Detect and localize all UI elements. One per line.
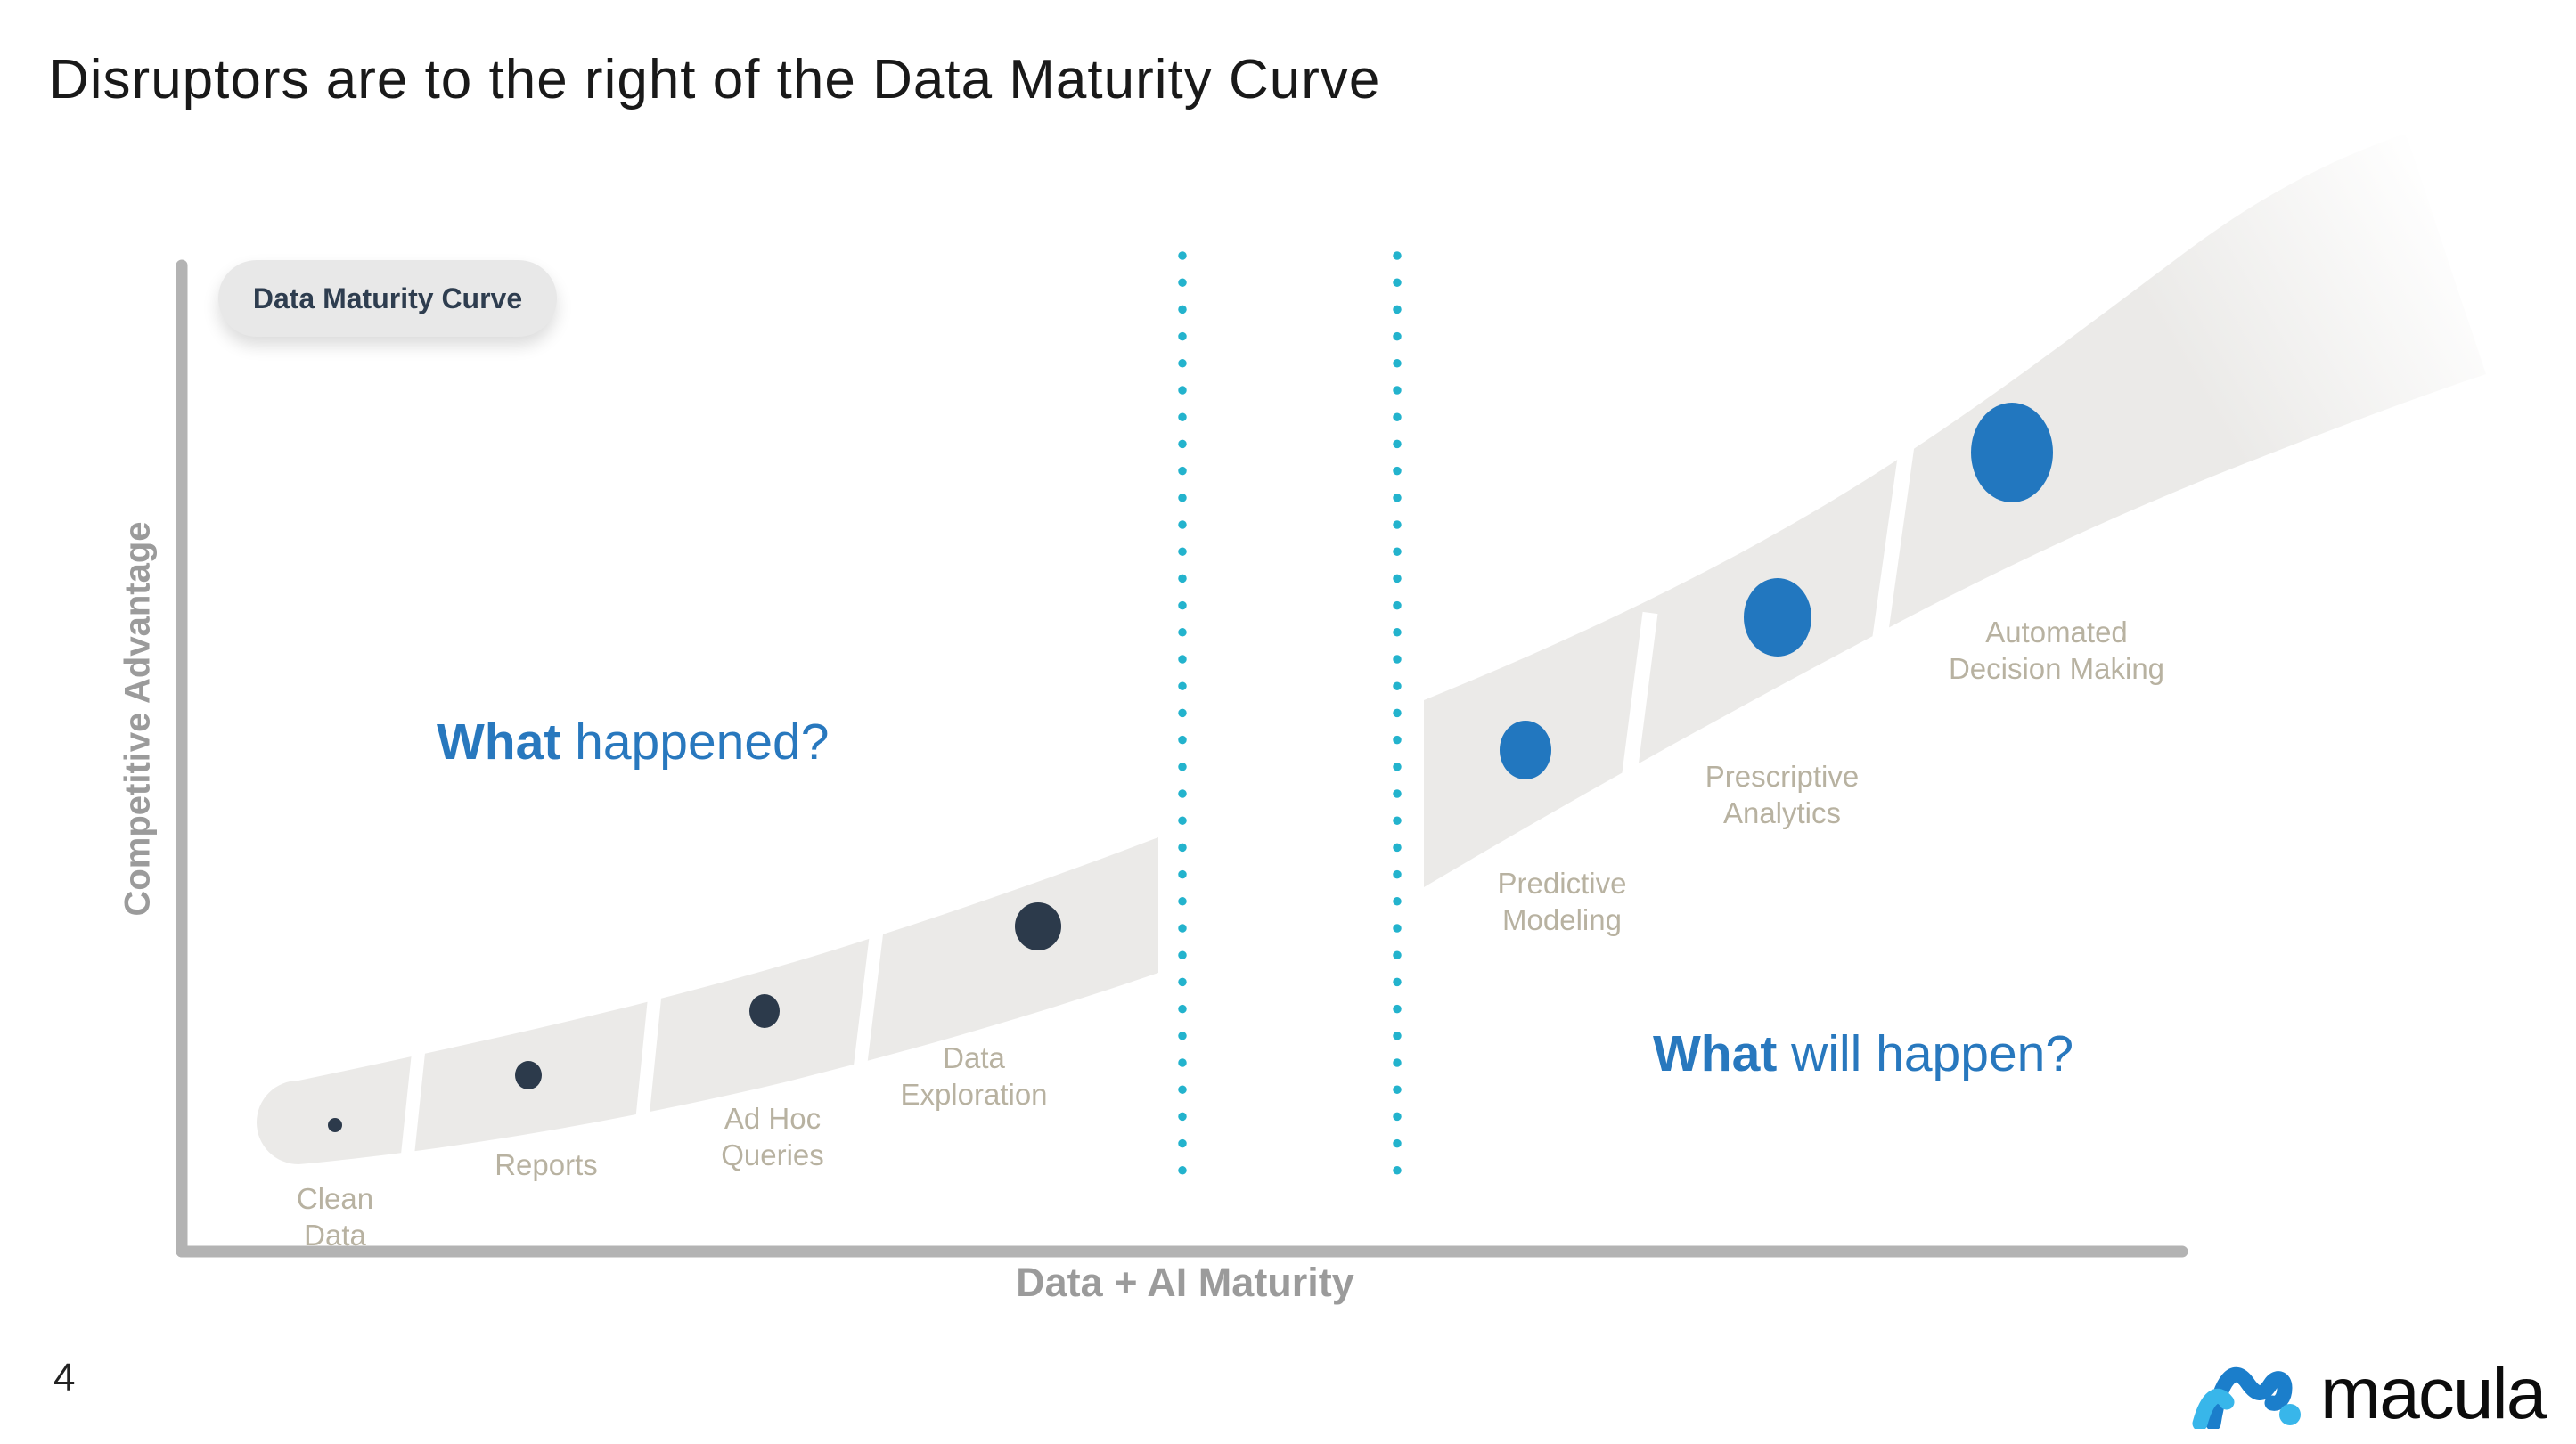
annotation-what-will-happen-bold: What <box>1653 1025 1778 1082</box>
x-axis-label: Data + AI Maturity <box>1016 1260 1354 1305</box>
dot-clean-data <box>328 1118 342 1132</box>
dot-ad-hoc-queries <box>749 994 780 1028</box>
macula-logo-mark-icon <box>2192 1366 2301 1429</box>
y-axis-label: Competitive Advantage <box>118 521 158 917</box>
dot-automated-decision-making <box>1971 403 2053 502</box>
maturity-band-left <box>257 837 1158 1164</box>
stage-label-automated-decision-making: Automated Decision Making <box>1948 616 2165 685</box>
macula-logo-text: macula <box>2320 1353 2547 1435</box>
dot-predictive-modeling <box>1500 721 1551 779</box>
annotation-what-happened-bold: What <box>437 714 561 771</box>
logo-wave-cyan <box>2192 1389 2235 1429</box>
macula-logo: macula <box>2192 1347 2547 1435</box>
chart-title-badge-label: Data Maturity Curve <box>252 281 523 314</box>
annotation-what-happened: What happened? <box>437 713 829 771</box>
segment-gap-line <box>848 915 886 1107</box>
stage-label-predictive-modeling: Predictive Modeling <box>1497 867 1627 936</box>
stage-label-clean-data: Clean Data <box>296 1182 374 1252</box>
annotation-what-will-happen-rest: will happen? <box>1777 1025 2074 1082</box>
page-number: 4 <box>53 1356 76 1399</box>
stage-label-ad-hoc-queries: Ad Hoc Queries <box>721 1102 824 1171</box>
slide-title: Disruptors are to the right of the Data … <box>49 49 1381 110</box>
segment-gap-line <box>1865 444 1915 689</box>
stage-label-reports: Reports <box>495 1148 598 1181</box>
dot-data-exploration <box>1015 902 1061 950</box>
logo-wave-dark <box>2205 1366 2293 1429</box>
dot-prescriptive-analytics <box>1744 578 1811 657</box>
maturity-band-right <box>1424 134 2486 887</box>
stage-label-data-exploration: Data Exploration <box>900 1041 1048 1111</box>
annotation-what-happened-rest: happened? <box>560 714 830 771</box>
dot-reports <box>515 1061 542 1089</box>
segment-gap-line <box>632 975 664 1154</box>
segment-gap-line <box>398 1031 428 1177</box>
chart-title-badge: Data Maturity Curve <box>218 260 557 337</box>
segment-gap-line <box>1616 611 1658 817</box>
annotation-what-will-happen: What will happen? <box>1653 1024 2073 1083</box>
stage-label-prescriptive-analytics: Prescriptive Analytics <box>1705 760 1860 829</box>
logo-dot-cyan <box>2279 1404 2301 1425</box>
